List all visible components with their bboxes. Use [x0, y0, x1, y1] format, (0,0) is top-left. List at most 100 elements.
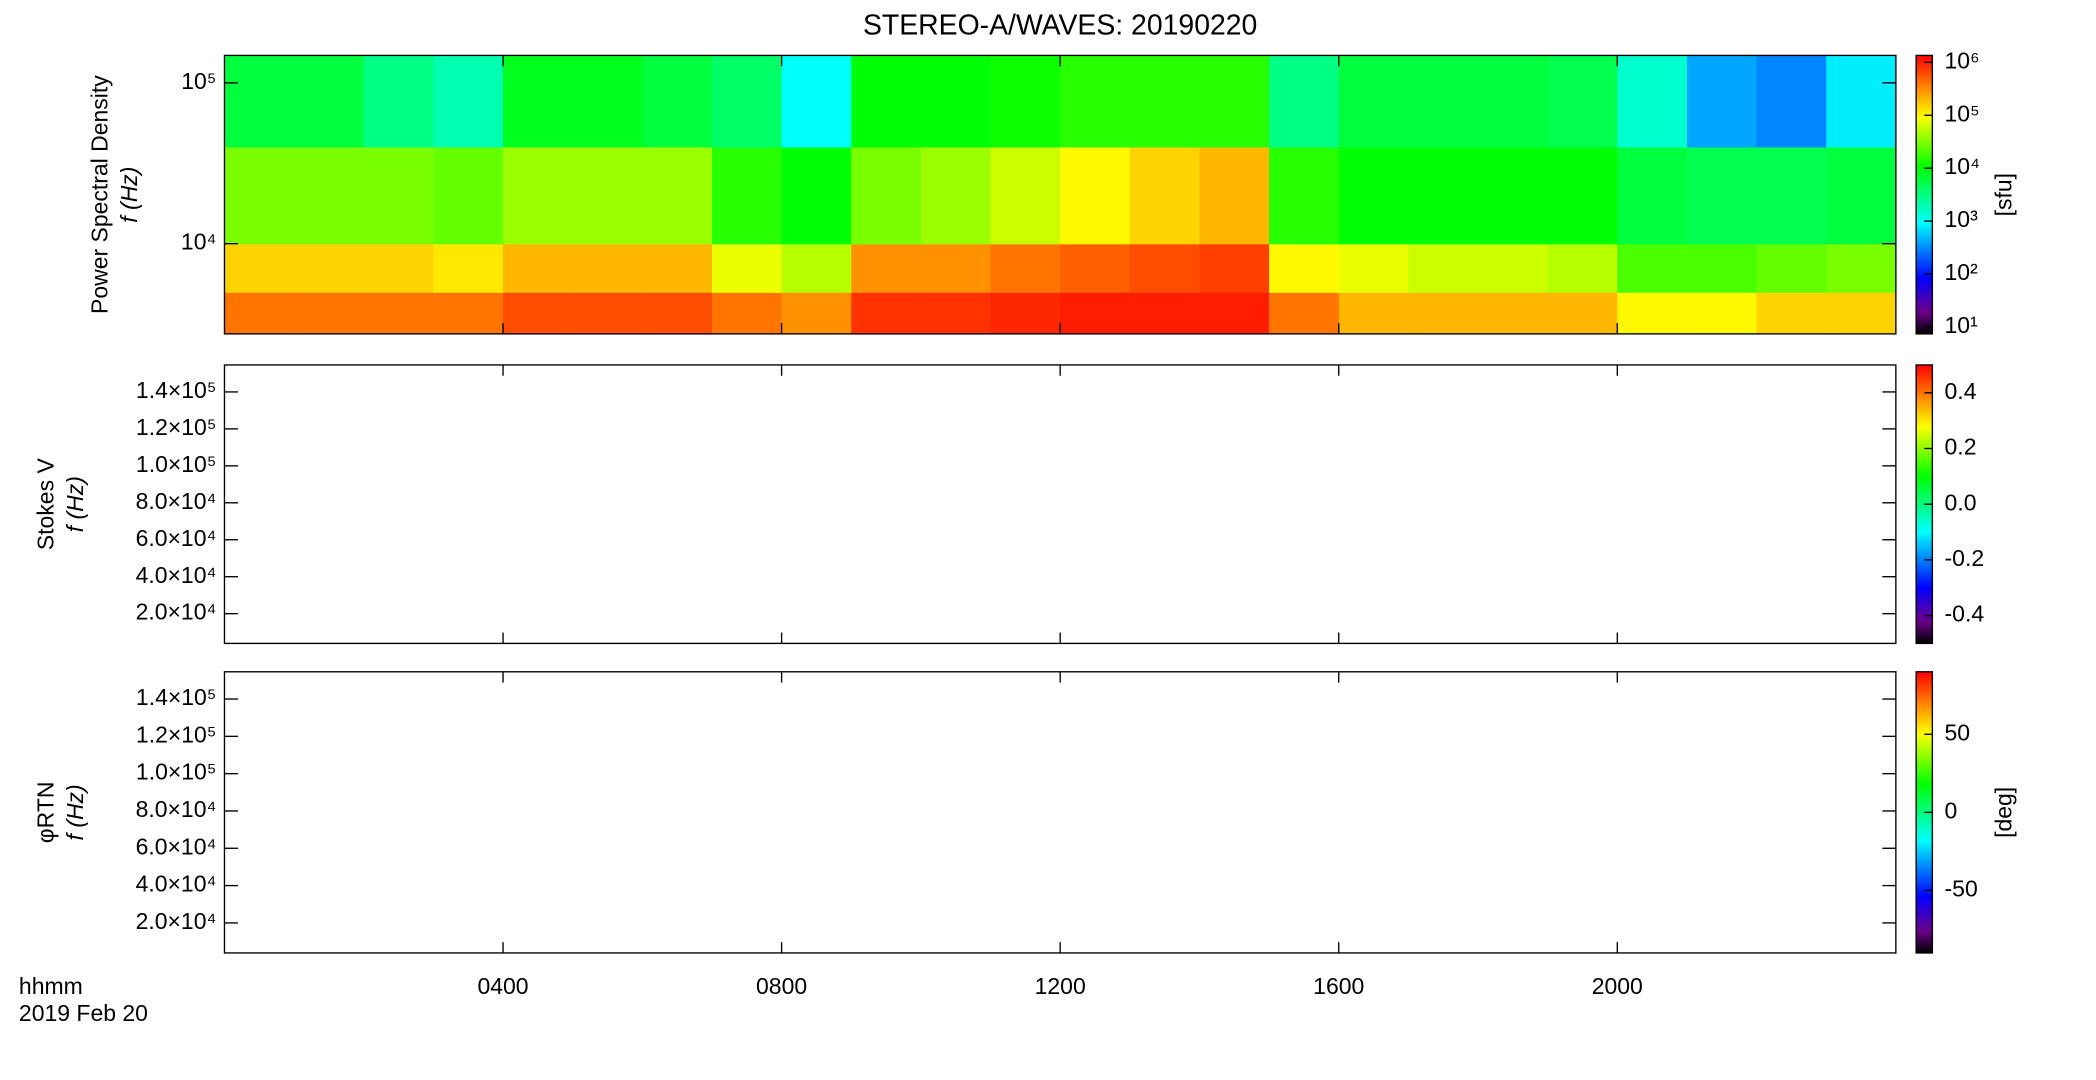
y-axis-label: φRTN: [32, 782, 58, 844]
heatmap-cell: [1478, 55, 1549, 148]
heatmap-cell: [1547, 146, 1618, 245]
heatmap-cell: [1269, 55, 1340, 148]
colorbar-tick-label: 0: [1945, 797, 1958, 823]
heatmap-cell: [224, 55, 295, 148]
heatmap-cell: [1756, 292, 1827, 335]
y-tick-label: 1.0×10⁵: [136, 451, 216, 477]
plot-frame: [223, 671, 1897, 954]
y-axis-label: f (Hz): [116, 167, 142, 223]
heatmap-cell: [1686, 243, 1758, 293]
heatmap-cell: [1617, 146, 1688, 245]
heatmap-cell: [990, 243, 1061, 293]
heatmap-cell: [1478, 292, 1549, 335]
colorbar-tick-label: -50: [1945, 876, 1978, 902]
heatmap-cell: [1617, 55, 1688, 148]
heatmap-cell: [851, 243, 922, 293]
heatmap-cell: [1408, 292, 1479, 335]
y-tick-label: 1.2×10⁵: [136, 414, 216, 440]
heatmap-cell: [363, 292, 435, 335]
colorbar-tick-label: 0.4: [1945, 378, 1977, 404]
y-axis-label: f (Hz): [62, 784, 88, 840]
heatmap-cell: [1408, 55, 1479, 148]
heatmap-cell: [781, 243, 852, 293]
colorbar: [1915, 54, 1934, 335]
heatmap-cell: [363, 55, 435, 148]
y-tick-label: 10⁵: [181, 68, 216, 94]
heatmap-cell: [990, 292, 1061, 335]
heatmap-cell: [920, 292, 992, 335]
heatmap-cell: [1826, 146, 1897, 245]
x-tick-label: 0800: [756, 973, 807, 999]
colorbar-label: [deg]: [1990, 787, 2016, 838]
heatmap-cell: [851, 55, 922, 148]
y-axis-label: Stokes V: [32, 458, 58, 551]
heatmap-cell: [503, 146, 574, 245]
y-tick-label: 1.4×10⁵: [136, 684, 216, 710]
y-tick-label: 1.2×10⁵: [136, 721, 216, 747]
colorbar-tick-label: 0.0: [1945, 489, 1977, 515]
colorbar-tick-label: -0.4: [1945, 601, 1985, 627]
x-tick-label: 1600: [1313, 973, 1364, 999]
x-axis-label: hhmm: [19, 973, 83, 999]
heatmap-cell: [990, 55, 1061, 148]
heatmap-cell: [781, 292, 852, 335]
heatmap-cell: [1756, 146, 1827, 245]
heatmap-cell: [711, 243, 783, 293]
heatmap-cell: [363, 146, 435, 245]
heatmap-cell: [503, 292, 574, 335]
heatmap-cell: [1269, 243, 1340, 293]
heatmap-cell: [781, 55, 852, 148]
heatmap-cell: [1199, 292, 1270, 335]
heatmap-cell: [433, 146, 504, 245]
heatmap-cell: [572, 243, 643, 293]
heatmap-cell: [1199, 243, 1270, 293]
heatmap-cell: [642, 146, 713, 245]
heatmap-cell: [851, 146, 922, 245]
heatmap-cell: [1547, 292, 1618, 335]
y-tick-label: 6.0×10⁴: [136, 833, 217, 859]
y-tick-label: 6.0×10⁴: [136, 525, 217, 551]
heatmap-cell: [642, 55, 713, 148]
heatmap-cell: [1269, 146, 1340, 245]
heatmap-cell: [1826, 55, 1897, 148]
heatmap-cell: [990, 146, 1061, 245]
heatmap-cell: [1756, 243, 1827, 293]
heatmap-cell: [224, 292, 295, 335]
plot-frame: [223, 364, 1897, 645]
y-tick-label: 1.0×10⁵: [136, 759, 216, 785]
heatmap-cell: [1338, 292, 1410, 335]
colorbar-label: [sfu]: [1990, 173, 2016, 216]
heatmap-cell: [642, 243, 713, 293]
heatmap-cell: [711, 55, 783, 148]
heatmap-cell: [572, 146, 643, 245]
heatmap-cell: [1338, 146, 1410, 245]
colorbar-tick-label: 10¹: [1945, 312, 1979, 338]
heatmap-cell: [363, 243, 435, 293]
heatmap-cell: [294, 146, 365, 245]
heatmap-cell: [1686, 146, 1758, 245]
heatmap-cell: [294, 243, 365, 293]
heatmap-cell: [294, 55, 365, 148]
x-tick-label: 0400: [477, 973, 528, 999]
heatmap-cell: [1129, 146, 1201, 245]
heatmap-cell: [1060, 243, 1131, 293]
heatmap-cell: [1060, 146, 1131, 245]
colorbar-tick-label: 10⁵: [1945, 100, 1980, 126]
x-axis-label: 2019 Feb 20: [19, 1000, 148, 1026]
heatmap-cell: [433, 243, 504, 293]
y-tick-label: 1.4×10⁵: [136, 377, 216, 403]
heatmap-cell: [1338, 243, 1410, 293]
y-tick-label: 2.0×10⁴: [136, 599, 217, 625]
heatmap-cell: [851, 292, 922, 335]
heatmap-cell: [224, 243, 295, 293]
colorbar-tick-label: 10³: [1945, 206, 1979, 232]
colorbar-tick-label: 50: [1945, 719, 1971, 745]
y-tick-label: 8.0×10⁴: [136, 488, 217, 514]
heatmap-cell: [1547, 243, 1618, 293]
heatmap-cell: [781, 146, 852, 245]
heatmap-cell: [1129, 292, 1201, 335]
heatmap-cell: [1269, 292, 1340, 335]
heatmap-cell: [920, 55, 992, 148]
heatmap-cell: [711, 146, 783, 245]
